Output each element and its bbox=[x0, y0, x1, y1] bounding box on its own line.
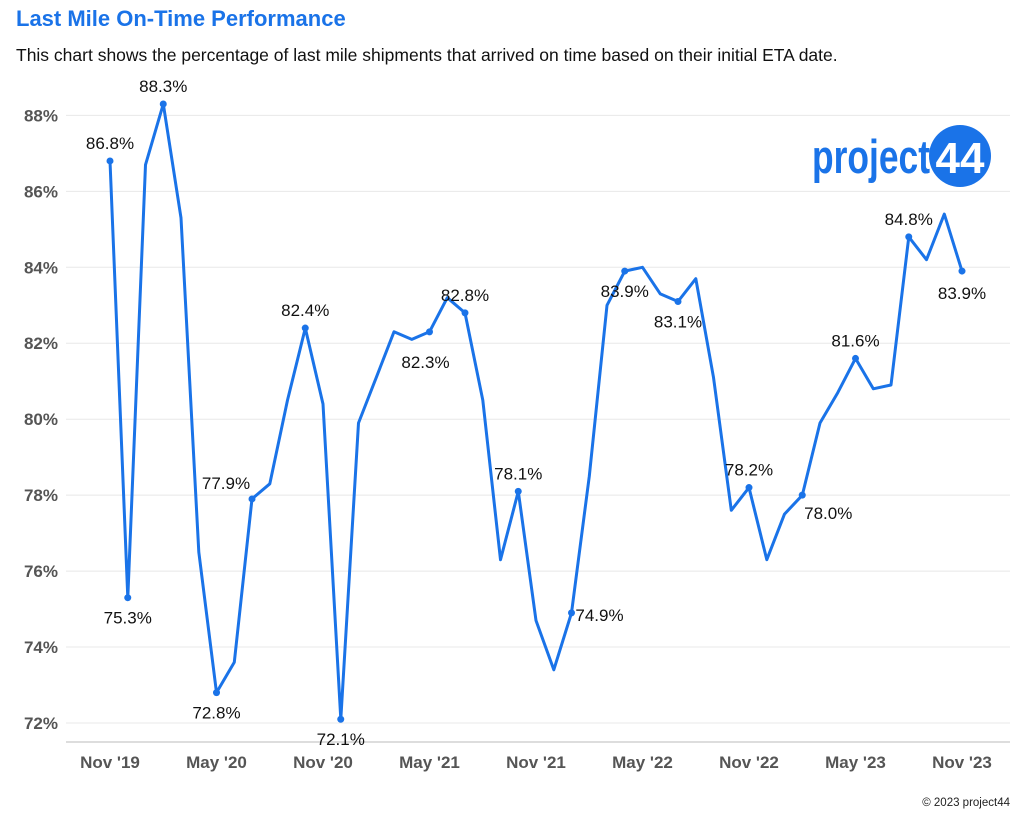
data-label: 82.3% bbox=[401, 353, 449, 372]
data-point bbox=[337, 715, 345, 723]
data-label: 84.8% bbox=[885, 210, 933, 229]
data-label: 81.6% bbox=[831, 331, 879, 350]
data-point bbox=[514, 487, 522, 495]
data-point bbox=[248, 495, 256, 503]
chart-title: Last Mile On-Time Performance bbox=[16, 6, 346, 31]
project44-logo: project 44 bbox=[812, 125, 991, 187]
x-tick-label: May '22 bbox=[612, 753, 673, 772]
data-point bbox=[745, 484, 753, 492]
data-label: 74.9% bbox=[575, 606, 623, 625]
data-label: 83.9% bbox=[601, 282, 649, 301]
data-point bbox=[106, 157, 114, 165]
chart-subtitle: This chart shows the percentage of last … bbox=[16, 45, 838, 65]
y-tick-label: 84% bbox=[24, 258, 58, 277]
data-label: 78.0% bbox=[804, 504, 852, 523]
data-label: 72.1% bbox=[317, 730, 365, 749]
x-tick-label: Nov '22 bbox=[719, 753, 779, 772]
x-tick-label: May '21 bbox=[399, 753, 460, 772]
y-tick-label: 82% bbox=[24, 334, 58, 353]
data-point bbox=[958, 267, 966, 275]
data-point bbox=[674, 297, 682, 305]
y-tick-label: 78% bbox=[24, 486, 58, 505]
data-point bbox=[124, 594, 132, 602]
x-tick-label: Nov '21 bbox=[506, 753, 566, 772]
y-tick-label: 72% bbox=[24, 714, 58, 733]
data-label: 75.3% bbox=[104, 609, 152, 628]
data-label: 88.3% bbox=[139, 77, 187, 96]
data-point bbox=[213, 689, 220, 697]
data-point bbox=[852, 354, 859, 362]
series-line bbox=[108, 102, 964, 721]
data-point bbox=[301, 324, 309, 332]
data-label: 72.8% bbox=[192, 704, 240, 723]
data-point bbox=[905, 233, 913, 241]
data-label: 82.8% bbox=[441, 286, 489, 305]
data-label: 82.4% bbox=[281, 301, 329, 320]
svg-text:44: 44 bbox=[936, 134, 985, 183]
data-point bbox=[461, 309, 469, 317]
x-tick-label: Nov '23 bbox=[932, 753, 992, 772]
data-label: 78.2% bbox=[725, 461, 773, 480]
x-tick-label: Nov '20 bbox=[293, 753, 353, 772]
y-tick-label: 88% bbox=[24, 106, 58, 125]
data-point bbox=[568, 609, 575, 617]
copyright-text: © 2023 project44 bbox=[922, 797, 1010, 809]
x-tick-label: Nov '19 bbox=[80, 753, 140, 772]
x-tick-label: May '23 bbox=[825, 753, 886, 772]
y-tick-label: 86% bbox=[24, 182, 58, 201]
y-tick-label: 76% bbox=[24, 562, 58, 581]
x-tick-label: May '20 bbox=[186, 753, 247, 772]
data-label: 83.1% bbox=[654, 312, 702, 331]
y-tick-label: 74% bbox=[24, 638, 58, 657]
data-point bbox=[798, 491, 806, 499]
data-point bbox=[426, 328, 433, 336]
data-label: 83.9% bbox=[938, 284, 986, 303]
data-label: 78.1% bbox=[494, 464, 542, 483]
data-point bbox=[621, 267, 629, 275]
data-point bbox=[159, 100, 167, 108]
data-label: 86.8% bbox=[86, 134, 134, 153]
svg-text:project: project bbox=[812, 130, 930, 183]
data-label: 77.9% bbox=[202, 474, 250, 493]
y-tick-label: 80% bbox=[24, 410, 58, 429]
